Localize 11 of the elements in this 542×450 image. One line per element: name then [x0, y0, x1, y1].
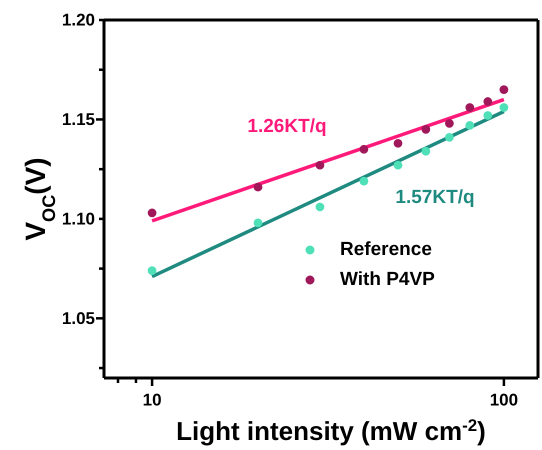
x-axis-title: Light intensity (mW cm$^{-2}$): [176, 416, 486, 446]
legend-label: With P4VP: [340, 269, 436, 290]
annotation: 1.26KT/q: [247, 116, 327, 138]
y-tick-label: 1.05: [62, 308, 95, 328]
x-tick-label: 10: [142, 390, 162, 410]
y-tick-label: 1.10: [62, 209, 95, 228]
annotation: 1.57KT/q: [395, 187, 475, 208]
x-tick-label: 100: [490, 390, 518, 410]
y-tick-label: 1.20: [62, 10, 95, 30]
y-tick-label: 1.15: [62, 110, 95, 129]
legend-label: Reference: [340, 239, 432, 260]
